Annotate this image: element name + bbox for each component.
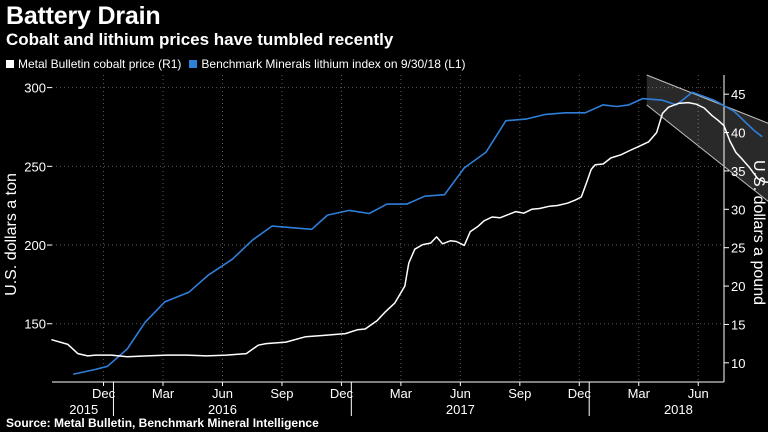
x-tick-label: Jun bbox=[212, 386, 233, 401]
series-lines bbox=[51, 91, 768, 375]
legend-swatch-lithium bbox=[189, 60, 198, 68]
year-label: 2018 bbox=[664, 402, 693, 417]
legend-item-cobalt: Metal Bulletin cobalt price (R1) bbox=[6, 57, 181, 71]
channel-fill bbox=[646, 75, 768, 202]
year-label: 2017 bbox=[446, 402, 475, 417]
right-tick-label: 15 bbox=[731, 317, 745, 332]
right-tick-label: 40 bbox=[731, 126, 745, 141]
right-tick-label: 35 bbox=[731, 164, 745, 179]
chart-subtitle: Cobalt and lithium prices have tumbled r… bbox=[6, 30, 394, 49]
right-tick-label: 30 bbox=[731, 202, 745, 217]
lithium-series-line bbox=[73, 91, 763, 375]
legend-item-lithium: Benchmark Minerals lithium index on 9/30… bbox=[189, 57, 466, 71]
right-axis-title: U.S. dollars a pound bbox=[750, 160, 767, 305]
right-tick-label: 45 bbox=[731, 87, 745, 102]
x-tick-label: Sep bbox=[270, 386, 293, 401]
axes bbox=[52, 75, 725, 383]
channel-upper-line bbox=[646, 74, 768, 124]
x-tick-label: Jun bbox=[688, 386, 709, 401]
grid-lines bbox=[52, 75, 724, 382]
x-tick-label: Mar bbox=[390, 386, 413, 401]
left-tick-label: 300 bbox=[24, 81, 46, 96]
right-axis-ticks: 10 15 20 25 30 35 40 45 bbox=[724, 87, 745, 371]
legend-label-lithium: Benchmark Minerals lithium index on 9/30… bbox=[201, 57, 466, 71]
right-tick-label: 20 bbox=[731, 279, 745, 294]
year-label: 2015 bbox=[69, 402, 98, 417]
right-tick-label: 10 bbox=[731, 356, 745, 371]
year-label: 2016 bbox=[208, 402, 237, 417]
x-tick-label: Jun bbox=[450, 386, 471, 401]
x-tick-label: Dec bbox=[330, 386, 354, 401]
x-tick-label: Mar bbox=[628, 386, 651, 401]
x-tick-label: Dec bbox=[92, 386, 116, 401]
legend-swatch-cobalt bbox=[6, 60, 14, 68]
left-tick-label: 250 bbox=[24, 159, 46, 174]
chart-title: Battery Drain bbox=[6, 2, 161, 30]
left-axis-title: U.S. dollars a ton bbox=[3, 173, 20, 296]
downtrend-channel bbox=[646, 74, 768, 202]
cobalt-series-line bbox=[51, 101, 768, 358]
legend-label-cobalt: Metal Bulletin cobalt price (R1) bbox=[18, 57, 182, 71]
right-tick-label: 25 bbox=[731, 241, 745, 256]
left-tick-label: 200 bbox=[24, 238, 46, 253]
x-axis-ticks: Dec Mar Jun Sep Dec Mar Jun Sep Dec Mar Jun 2015 201… bbox=[69, 382, 709, 417]
channel-lower-line bbox=[646, 104, 768, 202]
x-tick-label: Mar bbox=[152, 386, 175, 401]
x-tick-label: Sep bbox=[508, 386, 531, 401]
x-tick-label: Dec bbox=[568, 386, 592, 401]
left-axis-ticks: 150 200 250 300 bbox=[24, 81, 52, 332]
legend: Metal Bulletin cobalt price (R1) Benchma… bbox=[6, 56, 474, 72]
source-note: Source: Metal Bulletin, Benchmark Minera… bbox=[6, 416, 319, 430]
left-tick-label: 150 bbox=[24, 317, 46, 332]
